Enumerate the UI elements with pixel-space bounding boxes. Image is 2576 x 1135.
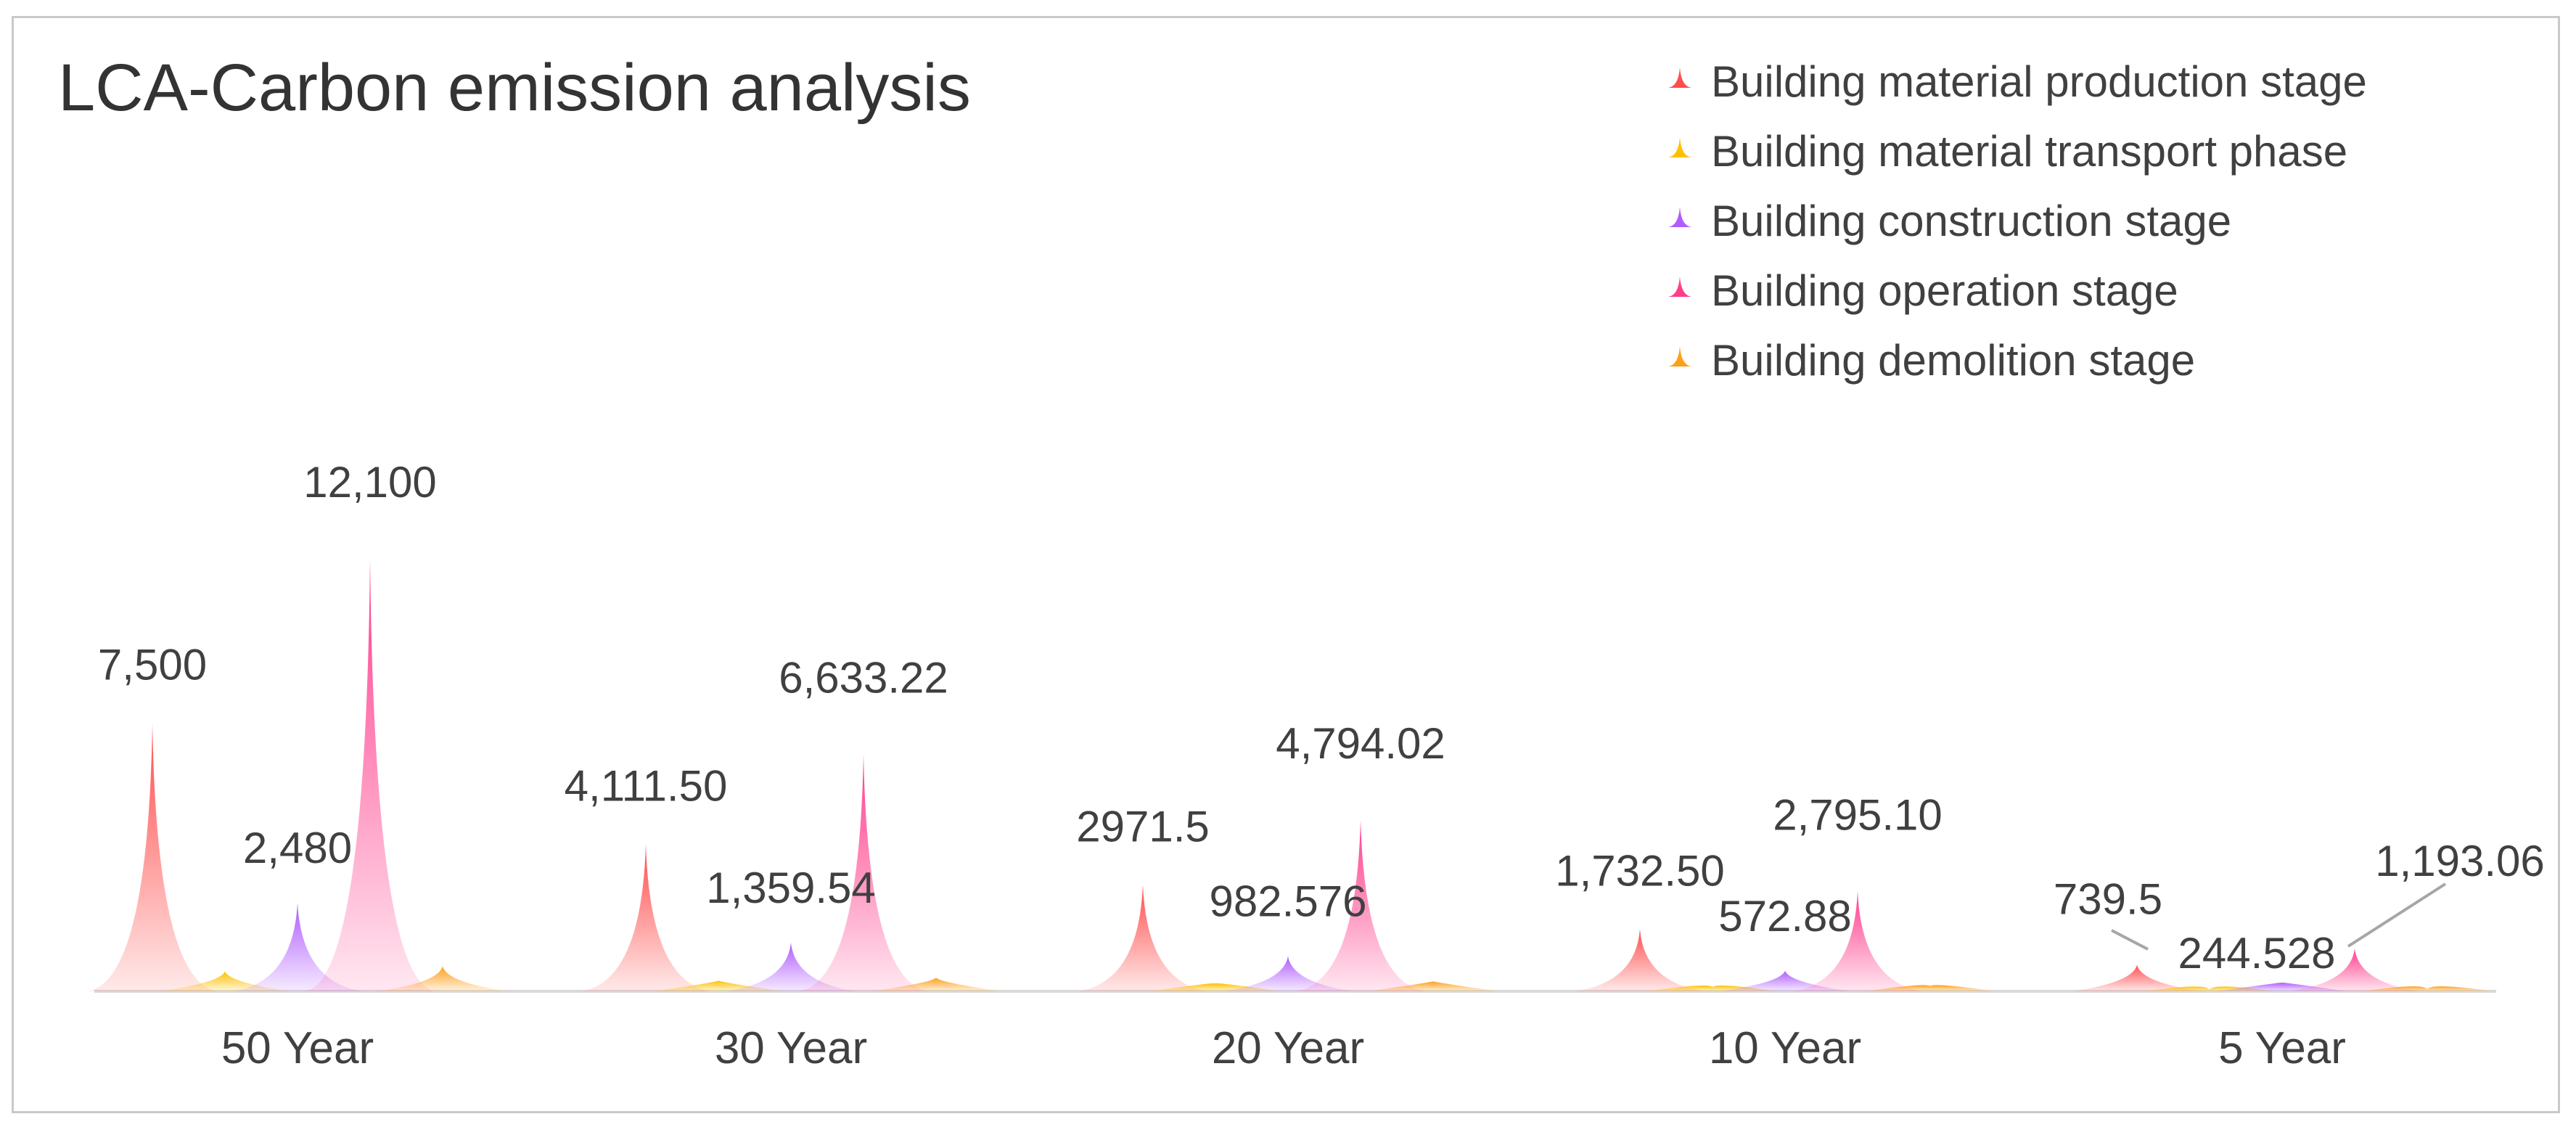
spike-building-demolition-stage-30-year (871, 978, 1001, 991)
data-label: 6,633.22 (779, 653, 948, 702)
chart-frame (12, 16, 2560, 1113)
data-label: 1,193.06 (2375, 837, 2545, 885)
spike-building-material-production-stage-10-year (1575, 929, 1705, 991)
spike-building-construction-stage-50-year (232, 902, 363, 991)
leader-line (2347, 882, 2447, 948)
spike-building-material-production-stage-50-year (87, 723, 218, 991)
spike-building-material-production-stage-20-year (1078, 885, 1208, 991)
data-label: 982.576 (1210, 877, 1367, 926)
data-label: 2971.5 (1076, 803, 1210, 851)
spike-building-operation-stage-10-year (1792, 891, 1923, 991)
x-axis-ticks: 50 Year 30 Year 20 Year 10 Year 5 Year (221, 1023, 2346, 1073)
data-label: 739.5 (2054, 875, 2162, 924)
x-tick-label: 30 Year (715, 1023, 867, 1073)
spike-building-operation-stage-5-year (2289, 948, 2420, 991)
legend-swatch-icon (1668, 137, 1691, 157)
spike-building-operation-stage-30-year (798, 754, 929, 991)
spike-building-demolition-stage-50-year (377, 966, 508, 991)
x-tick-label: 5 Year (2218, 1023, 2346, 1073)
spike-building-material-production-stage-30-year (581, 844, 711, 991)
spike-building-demolition-stage-10-year (1865, 985, 1995, 991)
legend-swatch-icon (1668, 207, 1691, 227)
spike-building-material-production-stage-5-year (2072, 964, 2202, 991)
data-label: 12,100 (303, 458, 437, 507)
data-labels: 7,500 2,480 12,100 4,111.50 1,359.54 6,633.22… (98, 458, 2545, 978)
spike-building-operation-stage-20-year (1295, 819, 1426, 991)
legend-entry-label: Building material production stage (1711, 57, 2367, 106)
leader-line (2111, 929, 2149, 951)
chart-title: LCA-Carbon emission analysis (58, 51, 971, 125)
legend-swatch-icon (1668, 346, 1691, 366)
spike-building-demolition-stage-5-year (2362, 986, 2493, 991)
data-label: 1,732.50 (1555, 847, 1725, 896)
data-label: 572.88 (1718, 892, 1852, 941)
spike-building-construction-stage-20-year (1223, 956, 1353, 991)
data-label: 1,359.54 (706, 864, 876, 912)
legend-swatch-icon (1668, 276, 1691, 297)
legend-entry-label: Building material transport phase (1711, 127, 2347, 176)
legend-entry-label: Building operation stage (1711, 266, 2178, 315)
spike-building-construction-stage-30-year (726, 943, 856, 991)
data-label: 4,794.02 (1276, 719, 1445, 768)
data-label: 7,500 (98, 641, 207, 689)
legend: Building material production stage Buildi… (1668, 57, 2367, 385)
x-tick-label: 50 Year (221, 1023, 374, 1073)
data-label: 2,795.10 (1773, 790, 1943, 839)
legend-swatch-icon (1668, 67, 1691, 88)
data-label: 2,480 (243, 824, 352, 872)
data-label: 4,111.50 (565, 761, 728, 810)
legend-entry-label: Building construction stage (1711, 197, 2231, 245)
spike-building-operation-stage-50-year (305, 559, 435, 991)
data-label: 244.528 (2178, 929, 2336, 978)
chart-marks (87, 559, 2493, 991)
x-tick-label: 20 Year (1212, 1023, 1364, 1073)
x-tick-label: 10 Year (1709, 1023, 1861, 1073)
legend-entry-label: Building demolition stage (1711, 336, 2195, 385)
spike-building-demolition-stage-20-year (1368, 981, 1498, 991)
